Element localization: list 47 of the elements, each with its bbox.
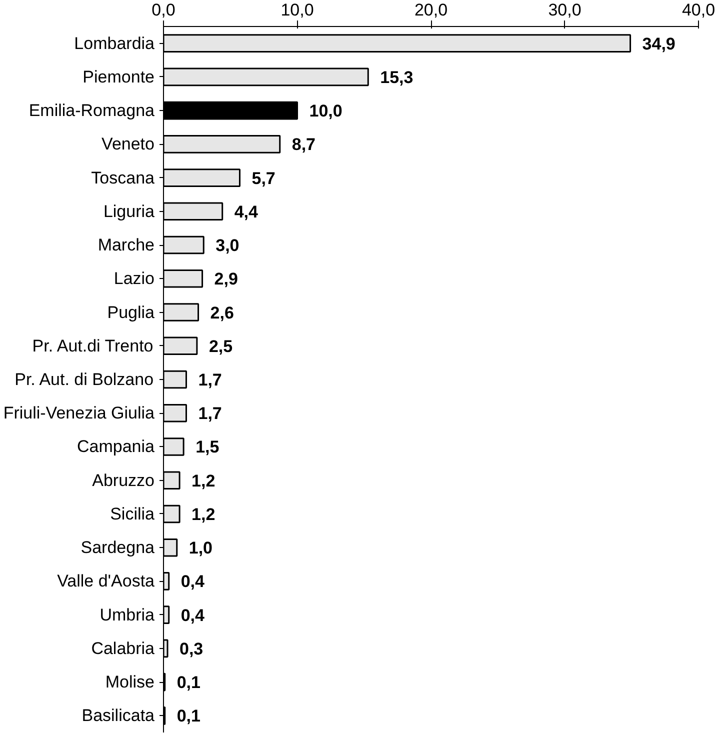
data-label: 2,6 (210, 303, 234, 322)
y-tick-label: Sicilia (110, 504, 156, 524)
data-label: 10,0 (309, 102, 342, 121)
y-tick-label: Calabria (91, 638, 156, 658)
data-label: 0,4 (180, 606, 206, 625)
y-tick-label: Pr. Aut.di Trento (32, 336, 154, 356)
y-tick-label: Lazio (114, 269, 154, 288)
data-label: 4,4 (234, 202, 259, 222)
y-tick-label: Abruzzo (92, 470, 155, 490)
data-label: 1,7 (198, 370, 222, 390)
y-tick-label: Lombardia (74, 34, 156, 53)
data-label: 1,5 (196, 438, 220, 457)
y-tick-label: Umbria (100, 605, 156, 624)
data-label: 15,3 (380, 68, 414, 87)
y-tick-label: Sardegna (80, 538, 156, 558)
x-tick-label: 40,0 (682, 0, 716, 20)
data-label: 0,1 (176, 706, 200, 726)
y-tick-label: Veneto (102, 134, 155, 154)
data-label: 5,7 (252, 168, 276, 188)
y-tick-label: Puglia (107, 302, 156, 322)
data-label: 1,7 (198, 404, 222, 424)
y-tick-label: Emilia-Romagna (28, 101, 156, 120)
data-label: 0,4 (180, 572, 206, 592)
data-label: 1,0 (188, 538, 213, 558)
y-tick-label: Piemonte (82, 67, 155, 86)
data-label: 0,1 (176, 673, 200, 692)
data-label: 8,7 (292, 135, 316, 154)
x-tick-label: 30,0 (548, 0, 582, 20)
y-tick-label: Molise (105, 672, 154, 692)
x-tick-label: 10,0 (280, 0, 314, 20)
data-label: 0,3 (180, 639, 204, 658)
data-label: 1,2 (192, 471, 216, 490)
data-label: 34,9 (642, 34, 676, 54)
y-tick-label: Campania (77, 437, 156, 456)
y-tick-label: Pr. Aut. di Bolzano (14, 370, 154, 389)
y-tick-label: Liguria (103, 202, 156, 221)
data-label: 2,5 (208, 336, 233, 356)
data-label: 3,0 (216, 236, 240, 256)
x-tick-label: 0,0 (152, 0, 176, 20)
data-label: 2,9 (214, 270, 238, 289)
x-tick-label: 20,0 (414, 0, 448, 20)
y-tick-label: Toscana (91, 168, 156, 188)
y-tick-label: Marche (98, 236, 154, 255)
y-tick-label: Friuli-Venezia Giulia (3, 404, 156, 423)
y-tick-label: Valle d'Aosta (57, 572, 156, 591)
y-tick-label: Basilicata (82, 706, 156, 726)
data-label: 1,2 (192, 504, 216, 524)
